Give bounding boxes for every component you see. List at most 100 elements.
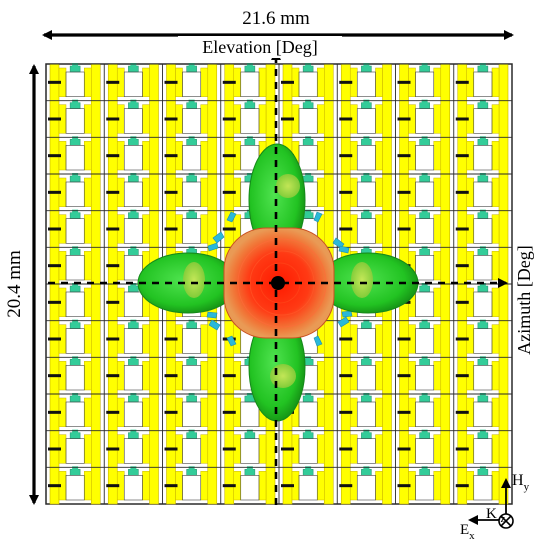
unit-cell-arm <box>433 471 441 501</box>
unit-cell-gap <box>123 401 143 427</box>
unit-cell-arm <box>317 67 325 97</box>
unit-cell-connector <box>130 466 137 471</box>
unit-cell-connector <box>130 356 137 361</box>
unit-cell-gap <box>473 145 493 171</box>
unit-cell-arm <box>375 177 383 207</box>
unit-cell-slot <box>48 337 61 341</box>
unit-cell-gap <box>356 145 376 171</box>
unit-cell-slot <box>339 80 353 84</box>
unit-cell-arm <box>491 471 500 501</box>
unit-cell-slot <box>48 80 61 84</box>
unit-cell-arm <box>375 67 383 97</box>
unit-cell-connector <box>130 209 137 214</box>
svg-text:K-z: K-z <box>486 506 506 525</box>
unit-cell-connector <box>130 246 137 251</box>
unit-cell-slot <box>106 190 120 194</box>
unit-cell-slot <box>106 264 120 268</box>
unit-cell-connector <box>72 466 79 471</box>
unit-cell-connector <box>130 173 137 177</box>
unit-cell-connector <box>363 356 370 361</box>
unit-cell-connector <box>246 173 253 177</box>
unit-cell-gap <box>182 365 202 391</box>
unit-cell-slot <box>222 154 236 158</box>
unit-cell-slot <box>339 190 353 194</box>
unit-cell-connector <box>72 246 79 251</box>
unit-cell-slot <box>339 374 353 378</box>
unit-cell-gap <box>240 438 260 464</box>
unit-cell-arm <box>433 141 441 171</box>
unit-cell-connector <box>421 466 428 471</box>
unit-cell-slot <box>222 447 236 451</box>
unit-cell-connector <box>72 99 79 104</box>
unit-cell-gap <box>415 71 435 97</box>
unit-cell-gap <box>123 108 143 134</box>
unit-cell-gap <box>182 438 202 464</box>
unit-cell-arm <box>200 177 208 207</box>
unit-cell-gap <box>473 438 493 464</box>
unit-cell-arm <box>84 67 92 97</box>
unit-cell-arm <box>258 67 267 97</box>
unit-cell-slot <box>397 154 411 158</box>
unit-cell-arm <box>200 104 208 134</box>
unit-cell-connector <box>363 319 370 324</box>
unit-cell-slot <box>339 484 353 488</box>
unit-cell-arm <box>375 324 383 354</box>
unit-cell-gap <box>415 255 435 281</box>
unit-cell-arm <box>258 471 267 501</box>
unit-cell-arm <box>142 324 150 354</box>
unit-cell-connector <box>305 173 312 177</box>
k-vector-label: K <box>486 506 497 522</box>
unit-cell-connector <box>72 356 79 361</box>
unit-cell-gap <box>473 181 493 207</box>
unit-cell-arm <box>433 177 441 207</box>
unit-cell-slot <box>455 227 469 231</box>
unit-cell-gap <box>415 328 435 354</box>
unit-cell-gap <box>65 255 85 281</box>
unit-cell-connector <box>479 99 486 104</box>
unit-cell-connector <box>130 63 137 67</box>
unit-cell-slot <box>222 374 236 378</box>
unit-cell-arm <box>200 324 208 354</box>
unit-cell-arm <box>142 361 150 391</box>
unit-cell-arm <box>84 434 92 464</box>
unit-cell-gap <box>65 108 85 134</box>
origin-dot <box>271 276 285 290</box>
unit-cell-connector <box>479 466 486 471</box>
unit-cell-slot <box>164 484 178 488</box>
unit-cell-gap <box>473 255 493 281</box>
unit-cell-gap <box>415 475 435 501</box>
unit-cell-slot <box>106 154 120 158</box>
unit-cell-slot <box>164 80 178 84</box>
unit-cell-gap <box>182 475 202 501</box>
unit-cell-slot <box>222 410 236 414</box>
unit-cell-slot <box>222 190 236 194</box>
unit-cell-slot <box>164 190 178 194</box>
unit-cell-gap <box>240 108 260 134</box>
unit-cell-slot <box>281 80 294 84</box>
unit-cell-arm <box>200 141 208 171</box>
unit-cell-gap <box>123 328 143 354</box>
h-field-label: H <box>512 472 524 489</box>
unit-cell-connector <box>130 429 137 434</box>
unit-cell-arm <box>375 104 383 134</box>
unit-cell-slot <box>48 190 61 194</box>
unit-cell-connector <box>363 173 370 177</box>
unit-cell-connector <box>188 63 195 67</box>
unit-cell-slot <box>455 117 469 121</box>
unit-cell-slot <box>106 117 120 121</box>
unit-cell-slot <box>106 337 120 341</box>
unit-cell-slot <box>339 227 353 231</box>
unit-cell-slot <box>164 227 178 231</box>
unit-cell-slot <box>222 227 236 231</box>
unit-cell-arm <box>491 324 500 354</box>
unit-cell-gap <box>65 438 85 464</box>
unit-cell-slot <box>106 447 120 451</box>
unit-cell-arm <box>142 141 150 171</box>
unit-cell-connector <box>305 209 312 214</box>
unit-cell-slot <box>397 484 411 488</box>
unit-cell-slot <box>48 264 61 268</box>
unit-cell-connector <box>479 63 486 67</box>
unit-cell-connector <box>479 209 486 214</box>
unit-cell-gap <box>415 291 435 317</box>
